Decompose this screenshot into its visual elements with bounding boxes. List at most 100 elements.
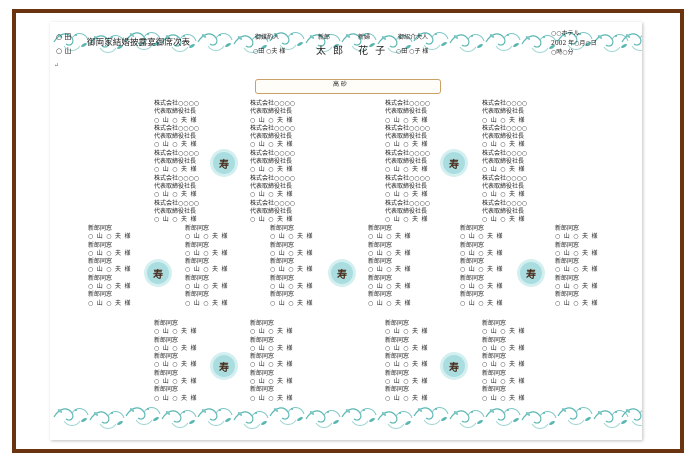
guest-company: 株式会社○○○○ <box>154 149 199 157</box>
kotobuki-emblem: 寿 <box>147 262 169 284</box>
guest-table-4-right: 新郎同窓 ○ 山 ○ 夫 様新郎同窓 ○ 山 ○ 夫 様新郎同窓 ○ 山 ○ 夫 様新… <box>368 225 411 308</box>
guest-name: ○ 山 ○ 夫 様 <box>482 394 526 402</box>
guest-affiliation: 新郎同窓 <box>185 225 210 232</box>
guest-company: 株式会社○○○○ <box>250 100 295 107</box>
guest-affiliation: 新郎同窓 <box>385 336 410 344</box>
guest-table-5-left: 新郎同窓 ○ 山 ○ 夫 様新郎同窓 ○ 山 ○ 夫 様新郎同窓 ○ 山 ○ 夫 様新… <box>460 225 503 308</box>
document-title: 御両家結婚披露宴御席次表 <box>87 38 191 48</box>
guest-company: 株式会社○○○○ <box>250 174 295 182</box>
guest-name: ○ 山 ○ 夫 様 <box>555 233 599 241</box>
guest-name: ○ 山 ○ 夫 様 <box>185 233 229 241</box>
guest-table-1-left: 株式会社○○○○ 代表取締役社長 ○ 山 ○ 夫 様株式会社○○○○ 代表取締役社長 ○… <box>154 100 199 224</box>
guest-table-4-left: 新郎同窓 ○ 山 ○ 夫 様新郎同窓 ○ 山 ○ 夫 様新郎同窓 ○ 山 ○ 夫 様新… <box>270 225 313 308</box>
bottom-ornament <box>53 406 642 430</box>
guest-affiliation: 新郎同窓 <box>555 225 580 232</box>
guest-company: 株式会社○○○○ <box>482 149 527 157</box>
guest-affiliation: 新郎同窓 <box>185 274 210 282</box>
guest-name: ○ 山 ○ 夫 様 <box>185 249 229 257</box>
guest-affiliation: 新郎同窓 <box>368 241 393 249</box>
guest-name: ○ 山 ○ 夫 様 <box>460 249 504 257</box>
kotobuki-emblem: 寿 <box>213 355 235 377</box>
guest-company: 株式会社○○○○ <box>482 174 527 182</box>
guest-affiliation: 新郎同窓 <box>270 291 295 299</box>
guest-title: 代表取締役社長 <box>385 207 428 215</box>
guest-name: ○ 山 ○ 夫 様 <box>88 283 132 291</box>
guest-name: ○ 山 ○ 夫 様 <box>250 166 294 174</box>
guest-name: ○ 山 ○ 夫 様 <box>270 249 314 257</box>
guest-name: ○ 山 ○ 夫 様 <box>555 266 599 274</box>
seating-chart-page: ○ 田 ○ 山 ↵ 御両家結婚披露宴御席次表 御媒酌人 ○田 ○夫 様 新郎 太… <box>50 22 642 440</box>
guest-affiliation: 新郎同窓 <box>154 336 179 344</box>
guest-title: 代表取締役社長 <box>154 158 197 166</box>
guest-affiliation: 新郎同窓 <box>154 369 179 377</box>
guest-affiliation: 新郎同窓 <box>185 241 210 249</box>
guest-table-5-right: 新郎同窓 ○ 山 ○ 夫 様新郎同窓 ○ 山 ○ 夫 様新郎同窓 ○ 山 ○ 夫 様新… <box>555 225 598 308</box>
guest-affiliation: 新郎同窓 <box>270 225 295 232</box>
guest-name: ○ 山 ○ 夫 様 <box>385 378 429 386</box>
guest-affiliation: 新郎同窓 <box>482 386 507 394</box>
return-mark: ↵ <box>54 62 60 69</box>
guest-table-3-left: 新郎同窓 ○ 山 ○ 夫 様新郎同窓 ○ 山 ○ 夫 様新郎同窓 ○ 山 ○ 夫 様新… <box>88 225 131 308</box>
guest-affiliation: 新郎同窓 <box>460 258 485 266</box>
guest-name: ○ 山 ○ 夫 様 <box>185 283 229 291</box>
guest-title: 代表取締役社長 <box>482 207 525 215</box>
guest-company: 株式会社○○○○ <box>250 199 295 207</box>
guest-affiliation: 新郎同窓 <box>270 241 295 249</box>
guest-company: 株式会社○○○○ <box>482 100 527 107</box>
guest-name: ○ 山 ○ 夫 様 <box>270 233 314 241</box>
guest-table-3-right: 新郎同窓 ○ 山 ○ 夫 様新郎同窓 ○ 山 ○ 夫 様新郎同窓 ○ 山 ○ 夫 様新… <box>185 225 228 308</box>
guest-name: ○ 山 ○ 夫 様 <box>250 344 294 352</box>
guest-company: 株式会社○○○○ <box>250 149 295 157</box>
high-seat-label: 高 砂 <box>333 81 347 88</box>
guest-name: ○ 山 ○ 夫 様 <box>482 166 526 174</box>
guest-name: ○ 山 ○ 夫 様 <box>250 394 294 402</box>
guest-name: ○ 山 ○ 夫 様 <box>88 249 132 257</box>
guest-name: ○ 山 ○ 夫 様 <box>270 283 314 291</box>
guest-name: ○ 山 ○ 夫 様 <box>555 299 599 307</box>
guest-affiliation: 新郎同窓 <box>555 258 580 266</box>
guest-company: 株式会社○○○○ <box>385 100 430 107</box>
guest-name: ○ 山 ○ 夫 様 <box>154 361 198 369</box>
guest-name: ○ 山 ○ 夫 様 <box>482 141 526 149</box>
guest-company: 株式会社○○○○ <box>385 199 430 207</box>
guest-table-1-right: 株式会社○○○○ 代表取締役社長 ○ 山 ○ 夫 様株式会社○○○○ 代表取締役社長 ○… <box>250 100 295 224</box>
guest-name: ○ 山 ○ 夫 様 <box>385 361 429 369</box>
guest-affiliation: 新郎同窓 <box>385 386 410 394</box>
guest-table-2-right: 株式会社○○○○ 代表取締役社長 ○ 山 ○ 夫 様株式会社○○○○ 代表取締役社長 ○… <box>482 100 527 224</box>
guest-name: ○ 山 ○ 夫 様 <box>88 233 132 241</box>
guest-affiliation: 新郎同窓 <box>154 353 179 361</box>
family-left-1: ○ 田 <box>56 33 72 41</box>
groom-label: 新郎 <box>318 34 331 41</box>
kotobuki-emblem: 寿 <box>443 355 465 377</box>
guest-company: 株式会社○○○○ <box>154 100 199 107</box>
guest-affiliation: 新郎同窓 <box>482 336 507 344</box>
guest-name: ○ 山 ○ 夫 様 <box>250 328 294 336</box>
guest-title: 代表取締役社長 <box>250 108 293 116</box>
introducer-name: ○田 ○子 様 <box>396 48 429 55</box>
guest-name: ○ 山 ○ 夫 様 <box>482 116 526 124</box>
guest-affiliation: 新郎同窓 <box>250 369 275 377</box>
guest-affiliation: 新郎同窓 <box>250 353 275 361</box>
kotobuki-emblem: 寿 <box>443 152 465 174</box>
introducer-label: 御紹介大人 <box>398 34 429 41</box>
guest-name: ○ 山 ○ 夫 様 <box>250 216 294 224</box>
guest-title: 代表取締役社長 <box>250 133 293 141</box>
kotobuki-emblem: 寿 <box>213 152 235 174</box>
guest-affiliation: 新郎同窓 <box>154 320 179 327</box>
guest-name: ○ 山 ○ 夫 様 <box>154 394 198 402</box>
family-left-2: ○ 山 <box>56 47 72 55</box>
guest-name: ○ 山 ○ 夫 様 <box>154 328 198 336</box>
guest-name: ○ 山 ○ 夫 様 <box>368 249 412 257</box>
guest-name: ○ 山 ○ 夫 様 <box>385 394 429 402</box>
guest-name: ○ 山 ○ 夫 様 <box>385 344 429 352</box>
guest-name: ○ 山 ○ 夫 様 <box>270 266 314 274</box>
guest-name: ○ 山 ○ 夫 様 <box>555 283 599 291</box>
guest-name: ○ 山 ○ 夫 様 <box>250 191 294 199</box>
guest-name: ○ 山 ○ 夫 様 <box>368 233 412 241</box>
guest-affiliation: 新郎同窓 <box>185 258 210 266</box>
guest-name: ○ 山 ○ 夫 様 <box>154 191 198 199</box>
guest-affiliation: 新郎同窓 <box>385 353 410 361</box>
guest-affiliation: 新郎同窓 <box>460 225 485 232</box>
guest-company: 株式会社○○○○ <box>385 124 430 132</box>
guest-name: ○ 山 ○ 夫 様 <box>154 216 198 224</box>
